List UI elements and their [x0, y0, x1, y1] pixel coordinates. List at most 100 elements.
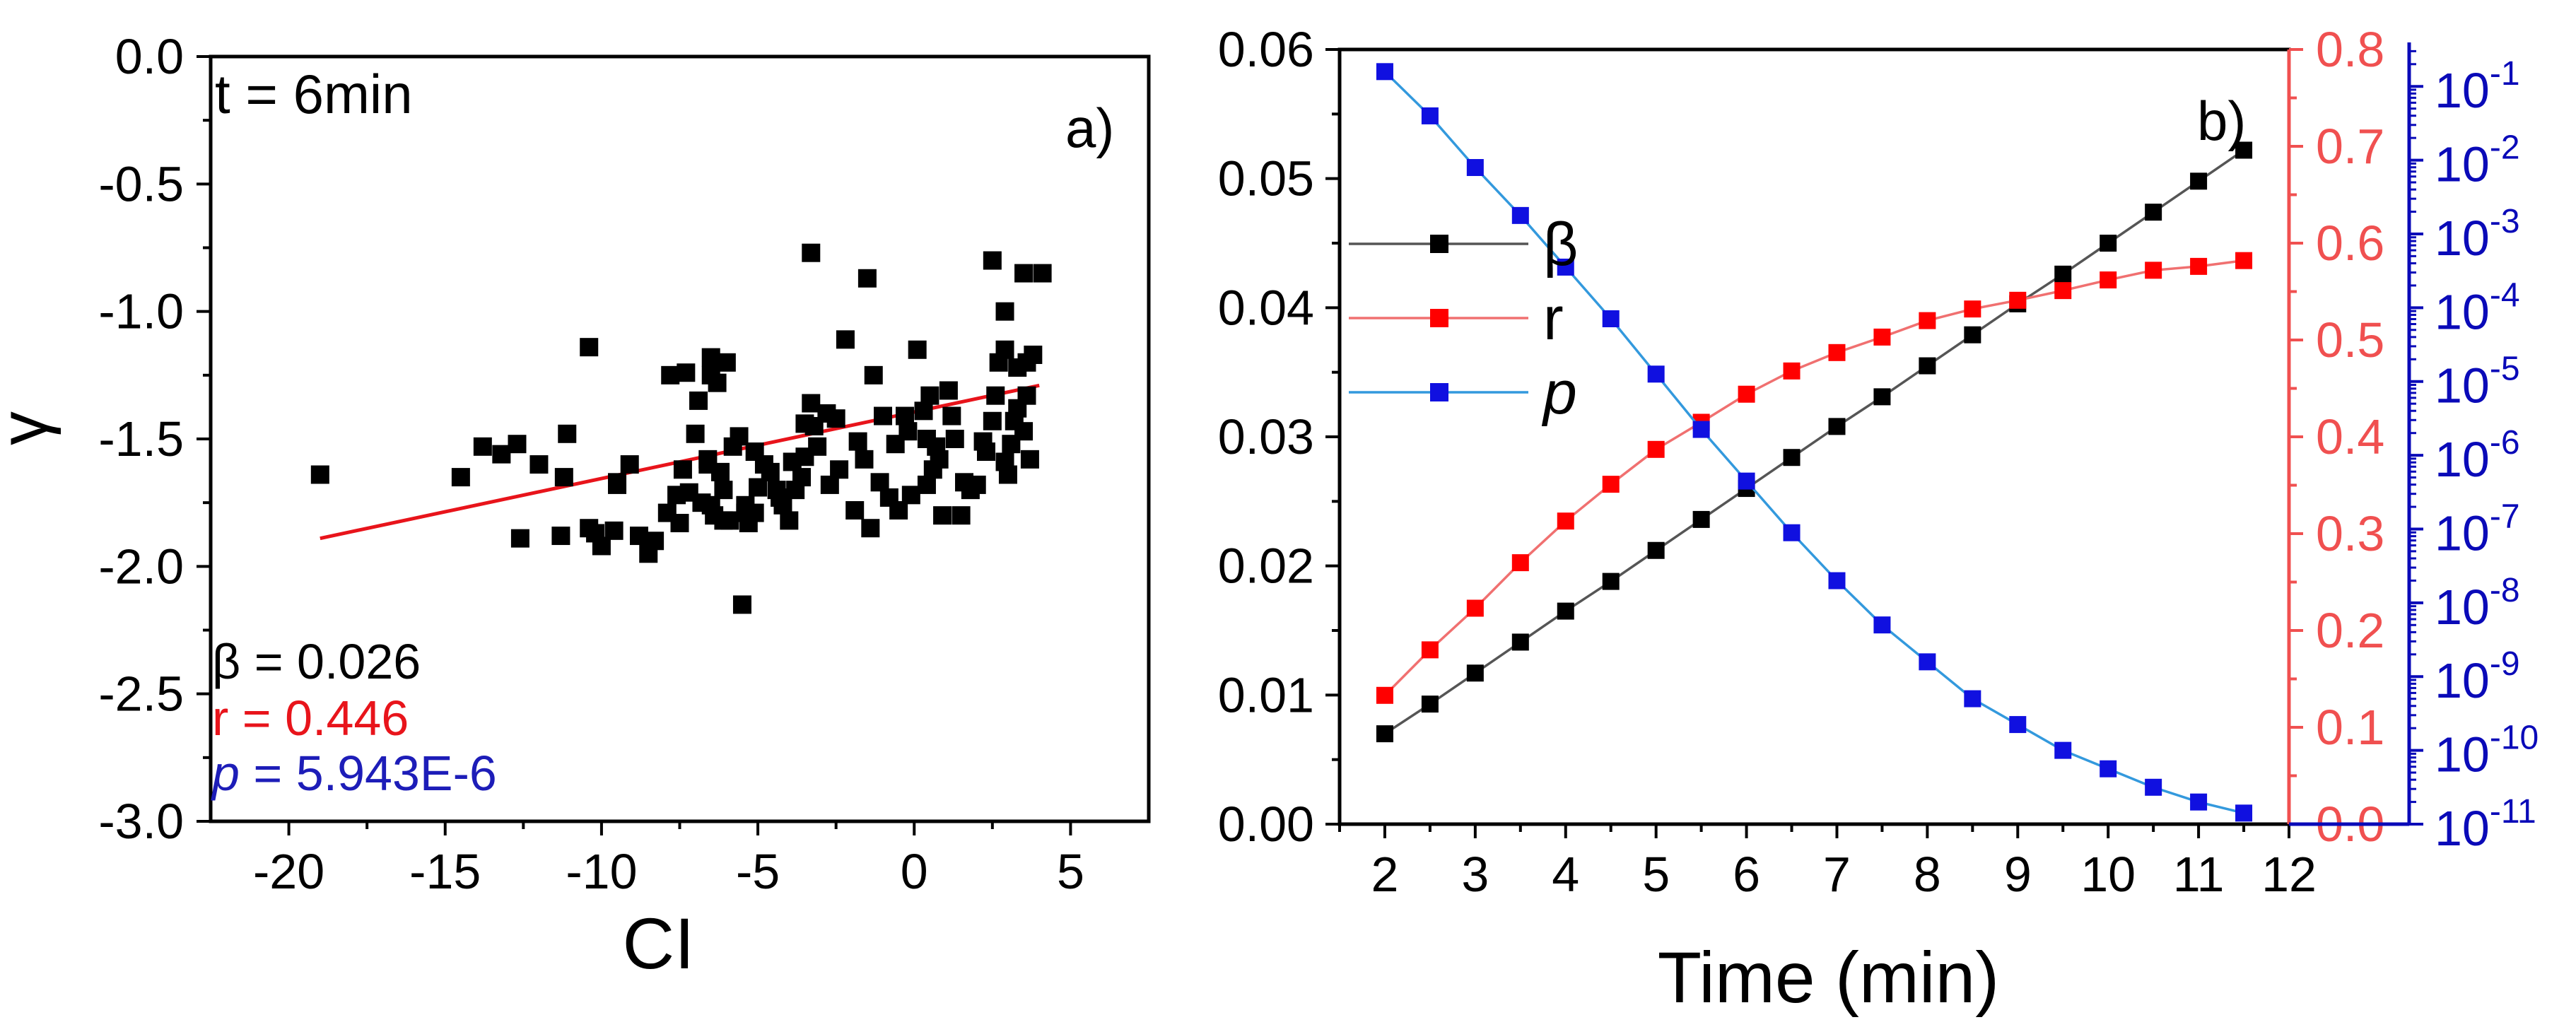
panel-b-line-plot: 2 3 4 5 6 7 8 9 10 11 12 0.00 0.01 0.02 0.03 0.04 0.05 0…: [1218, 22, 2539, 1018]
scatter-point: [473, 437, 492, 456]
series-marker-p: [1557, 258, 1574, 276]
series-marker-p: [2100, 760, 2117, 777]
scatter-point: [620, 455, 639, 474]
series-marker-p: [1602, 310, 1620, 327]
scatter-point: [802, 394, 821, 413]
scatter-point: [792, 468, 812, 487]
series-marker-r: [1511, 554, 1529, 572]
series-marker-r: [2235, 252, 2253, 269]
tick-exponent: -9: [2490, 645, 2520, 683]
right-p-tick-label: 10-4: [2435, 276, 2520, 339]
series-marker-r: [2190, 257, 2208, 275]
y-tick-label: -2.0: [98, 539, 184, 594]
series-marker-p: [1738, 472, 1755, 490]
series-marker-r: [1647, 440, 1665, 458]
left-y-tick-label: 0.01: [1218, 667, 1314, 722]
series-marker-p: [1783, 524, 1801, 541]
panel-a-time-annotation: t = 6min: [215, 63, 413, 125]
scatter-point: [608, 475, 627, 494]
series-marker-r: [2100, 271, 2117, 289]
scatter-point: [983, 251, 1002, 270]
tick-base: 10: [2435, 211, 2490, 266]
scatter-point: [855, 450, 874, 469]
scatter-point: [580, 338, 599, 357]
x-tick-label: 4: [1552, 847, 1579, 902]
scatter-point: [967, 475, 986, 494]
scatter-point: [945, 430, 964, 448]
tick-base: 10: [2435, 727, 2490, 782]
series-marker-r: [1602, 476, 1620, 493]
panel-a-x-axis-label: CI: [623, 903, 695, 984]
right-r-tick-label: 0.5: [2316, 312, 2384, 368]
legend-label-r: r: [1543, 285, 1564, 353]
tick-exponent: -2: [2490, 129, 2520, 167]
x-tick-label: 9: [2004, 847, 2032, 902]
x-tick-label: 11: [2173, 847, 2225, 902]
scatter-point: [451, 468, 470, 487]
scatter-point: [1020, 450, 1039, 469]
scatter-point: [998, 465, 1017, 484]
y-tick-label: -0.5: [98, 156, 184, 211]
legend-label-beta: β: [1543, 211, 1578, 278]
tick-exponent: -10: [2490, 720, 2539, 757]
stat-value: = 0.446: [228, 691, 409, 746]
scatter-point: [689, 391, 708, 410]
series-marker-r: [2054, 282, 2072, 300]
scatter-point: [708, 373, 727, 392]
series-marker-p: [2145, 778, 2162, 796]
right-p-tick-label: 10-2: [2435, 129, 2520, 192]
panel-a-scatter-plot: -20 -15 -10 -5 0 5 0.0 -0.5 -1.0 -1.5 -2.0 -2.5 -3.…: [0, 29, 1151, 984]
right-p-tick-label: 10-7: [2435, 498, 2520, 561]
series-marker-beta: [1873, 388, 1891, 406]
series-marker-p: [1964, 690, 1981, 708]
scatter-point: [901, 486, 920, 505]
series-marker-p: [1647, 365, 1665, 383]
stat-symbol: p: [211, 746, 240, 801]
series-marker-beta: [1421, 696, 1439, 713]
series-marker-r: [1783, 362, 1801, 380]
scatter-point: [861, 519, 880, 538]
series-marker-p: [1919, 653, 1936, 671]
panel-b-label: b): [2197, 90, 2246, 152]
series-marker-r: [1919, 312, 1936, 329]
right-p-tick-label: 10-10: [2435, 720, 2539, 782]
panel-b-x-axis-label: Time (min): [1658, 937, 2000, 1018]
series-marker-p: [2009, 716, 2027, 734]
stat-p: p = 5.943E-6: [211, 746, 497, 801]
series-marker-beta: [1964, 326, 1981, 344]
y-tick-label: -1.0: [98, 284, 184, 339]
scatter-point: [732, 595, 751, 614]
scatter-point: [898, 422, 918, 441]
series-marker-beta: [1511, 633, 1529, 651]
series-marker-r: [1421, 641, 1439, 659]
scatter-point: [761, 462, 780, 481]
scatter-point: [976, 442, 995, 462]
scatter-point: [604, 521, 623, 540]
scatter-point: [529, 455, 549, 474]
tick-base: 10: [2435, 432, 2490, 487]
scatter-point: [1014, 264, 1034, 283]
right-p-tick-label: 10-8: [2435, 572, 2520, 635]
right-r-tick-label: 0.1: [2316, 700, 2384, 755]
series-marker-p: [2054, 741, 2072, 759]
scatter-point: [629, 527, 648, 546]
scatter-point: [826, 409, 845, 428]
y-tick-label: 0.0: [115, 29, 184, 84]
series-marker-p: [1376, 63, 1393, 81]
x-tick-label: 10: [2080, 847, 2136, 902]
right-r-tick-label: 0.8: [2316, 22, 2384, 77]
y-tick-label: -2.5: [98, 667, 184, 722]
tick-base: 10: [2435, 505, 2490, 561]
scatter-point: [720, 511, 739, 530]
x-tick-label: 2: [1371, 847, 1398, 902]
scatter-point: [933, 506, 952, 525]
y-tick-label: -1.5: [98, 411, 184, 466]
scatter-point: [874, 406, 893, 426]
tick-exponent: -4: [2490, 276, 2520, 314]
left-y-tick-label: 0.04: [1218, 280, 1314, 335]
right-r-tick-label: 0.2: [2316, 603, 2384, 658]
scatter-point: [836, 330, 855, 349]
right-r-tick-label: 0.4: [2316, 409, 2384, 464]
scatter-point: [780, 511, 799, 530]
